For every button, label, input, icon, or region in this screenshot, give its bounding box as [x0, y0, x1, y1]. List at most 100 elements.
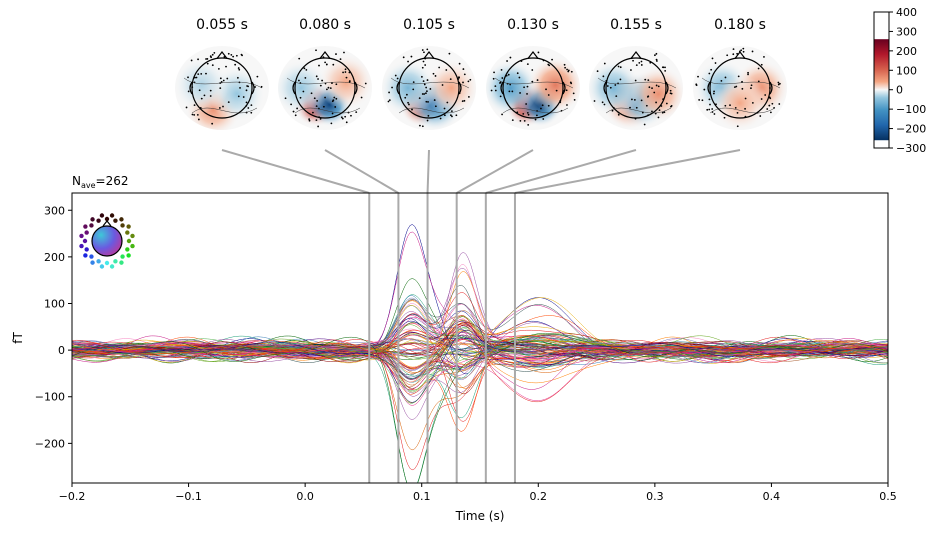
sensor-legend-dot [119, 260, 124, 265]
sensor-dot [345, 76, 348, 79]
head-outline [294, 57, 356, 119]
sensor-dot [742, 50, 745, 53]
ear-icon [562, 81, 566, 95]
sensor-dot [455, 114, 458, 117]
sensor-dot [344, 68, 347, 71]
topomap-field-patch [486, 60, 539, 116]
sensor-dot [193, 114, 196, 116]
y-tick-label: 100 [44, 297, 65, 310]
sensor-dot [507, 73, 510, 76]
sensor-dot [566, 104, 568, 106]
sensor-dot [315, 49, 317, 52]
sensor-dot [345, 121, 348, 124]
topomap-connector [221, 149, 370, 194]
sensor-legend-dot [109, 264, 115, 269]
sensor-dot [342, 71, 344, 74]
sensor-dot [615, 95, 618, 98]
sensor-dot [206, 58, 209, 60]
x-axis-label: Time (s) [455, 509, 505, 523]
sensor-dot [710, 68, 713, 71]
sensor-dot [324, 61, 327, 64]
sensor-dot [500, 68, 503, 71]
sensor-dot [463, 73, 466, 76]
sensor-dot [511, 119, 514, 122]
sensor-dot [644, 78, 647, 81]
sensor-dot [742, 47, 745, 50]
sensor-dot [653, 91, 656, 94]
nose-icon [216, 51, 228, 59]
sensor-dot [222, 79, 225, 82]
sensor-dot [250, 104, 253, 107]
sensor-dot [647, 79, 650, 82]
sensor-dot [698, 99, 701, 101]
sensor-legend-dot [79, 243, 84, 249]
sensor-dot [237, 67, 240, 69]
sensor-dot [720, 79, 723, 82]
sensor-dot [596, 70, 599, 73]
channel-trace [72, 292, 888, 363]
sensor-dot [424, 64, 427, 66]
sensor-dot [310, 92, 313, 95]
sensor-dot [661, 111, 664, 114]
sensor-dot [547, 63, 550, 66]
sensor-dot [422, 80, 425, 83]
ear-icon [665, 81, 669, 95]
sensor-dot [445, 69, 448, 71]
sensor-dot [654, 54, 656, 57]
head-outline [398, 57, 460, 119]
sensor-dot [665, 102, 668, 105]
sensor-dot [657, 116, 660, 119]
sensor-dot [443, 114, 446, 117]
channel-trace [72, 342, 888, 390]
sensor-dot [664, 66, 666, 69]
sensor-dot [335, 83, 338, 86]
channel-trace [72, 320, 888, 357]
sensor-dot [499, 81, 502, 84]
sensor-dot [227, 101, 230, 104]
topomap-connector [456, 149, 534, 194]
colorbar-tick-label: −300 [896, 142, 926, 155]
sensor-legend-dot [83, 224, 88, 229]
sensor-dot [187, 76, 189, 79]
topomap-title: 0.130 s [507, 17, 559, 33]
sensor-dot [709, 103, 711, 106]
sensor-legend-dot [96, 218, 101, 223]
sensor-dot [511, 90, 514, 93]
sensor-dot [634, 79, 637, 82]
ear-icon [500, 81, 504, 95]
x-tick-label: 0.1 [413, 490, 431, 503]
sensor-dot [449, 78, 452, 81]
sensor-dot [232, 55, 235, 58]
sensor-dot [635, 106, 638, 109]
sensor-dot [655, 52, 658, 55]
sensor-dot [246, 85, 249, 87]
sensor-dot [461, 100, 464, 103]
sensor-dot [420, 75, 423, 78]
channel-trace [72, 324, 888, 359]
sensor-dot [240, 53, 243, 56]
sensor-dot [768, 104, 771, 107]
sensor-dot [735, 85, 738, 88]
sensor-dot [757, 80, 760, 83]
sensor-dot [213, 51, 216, 54]
sensor-dot [744, 107, 746, 110]
sensor-dot [669, 89, 672, 92]
sensor-legend-dot [119, 217, 124, 222]
sensor-dot [335, 53, 337, 55]
sensor-dot [433, 99, 436, 101]
sensor-dot [541, 104, 544, 107]
sensor-dot [235, 54, 238, 57]
sensor-dot [759, 115, 762, 117]
sensor-dot [333, 96, 336, 99]
sensor-dot [593, 100, 596, 102]
sensor-dot [733, 86, 736, 89]
topomap-title: 0.080 s [299, 17, 351, 33]
sensor-dot [708, 72, 711, 75]
sensor-dot [322, 105, 325, 108]
sensor-dot [508, 90, 511, 93]
sensor-dot [570, 70, 573, 73]
topomap-contour [183, 77, 263, 89]
sensor-dot [195, 76, 198, 79]
head-outline [191, 57, 253, 119]
nave-label: Nave=262 [72, 174, 129, 190]
